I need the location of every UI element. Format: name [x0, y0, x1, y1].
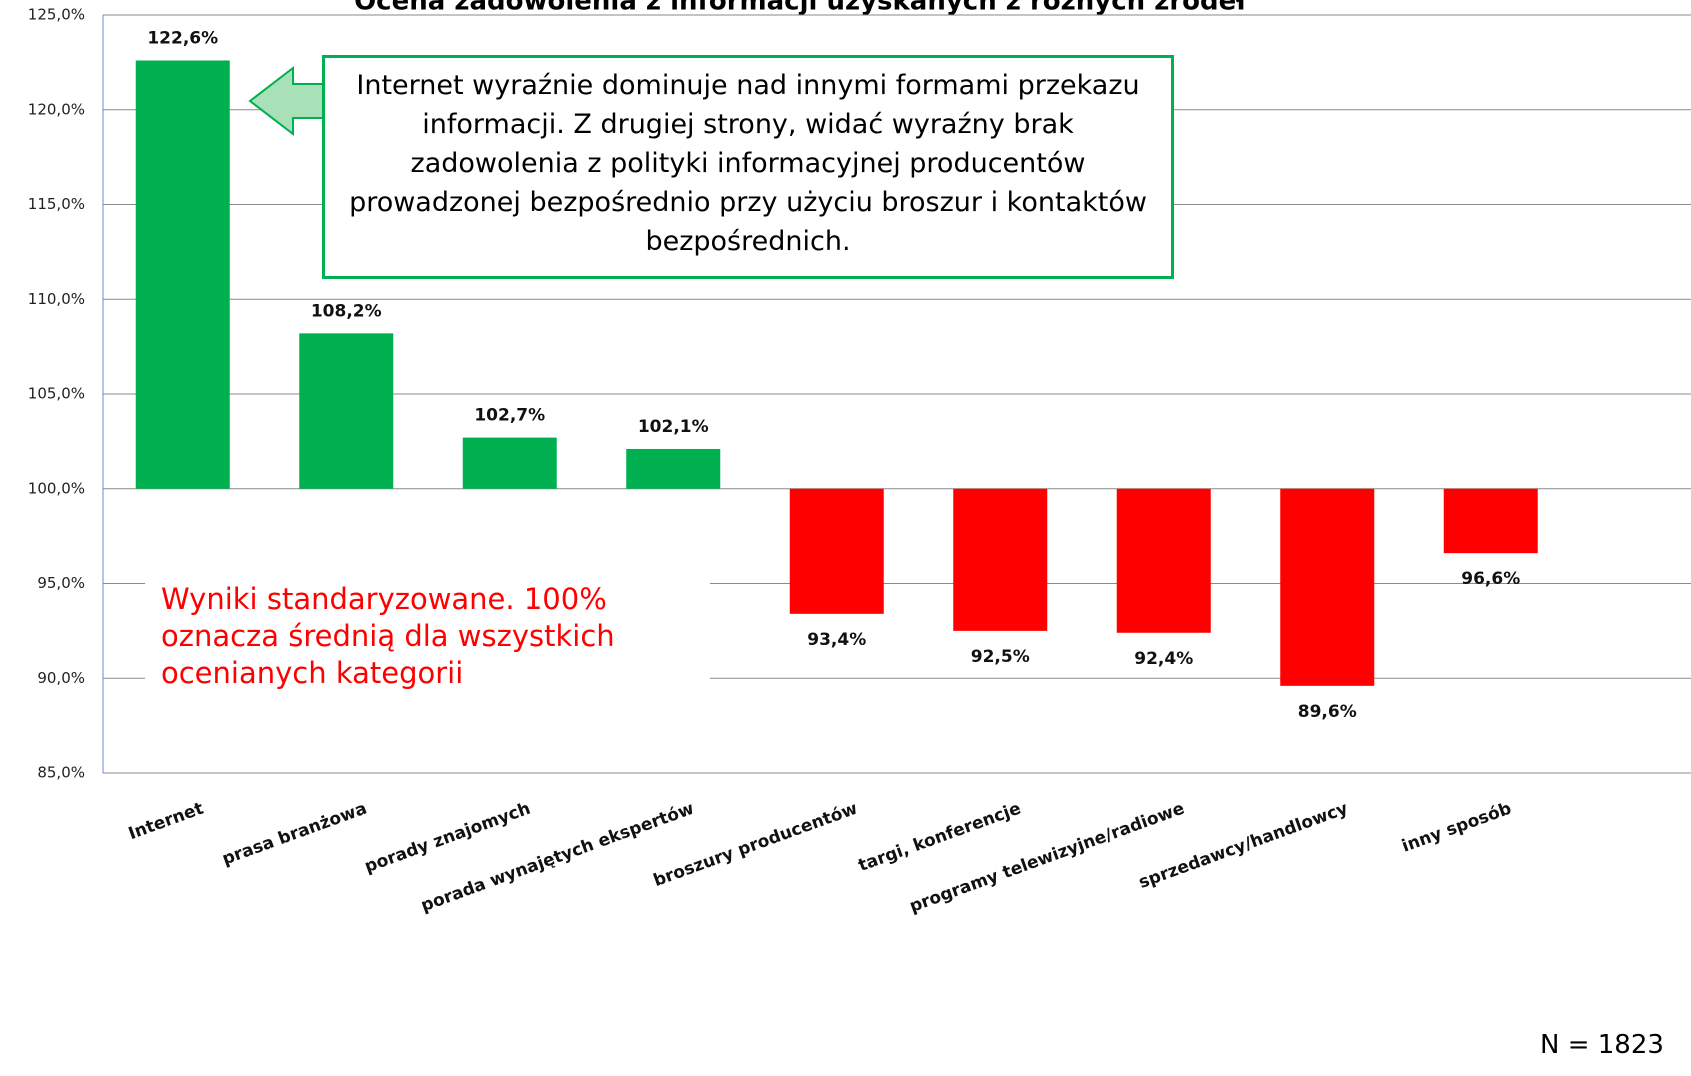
- bar: [1443, 488, 1538, 554]
- value-label: 89,6%: [1298, 702, 1357, 722]
- bar: [1280, 488, 1375, 686]
- y-tick-label: 125,0%: [28, 6, 85, 24]
- y-tick-label: 95,0%: [37, 574, 85, 592]
- x-tick-label: inny sposób: [1399, 799, 1514, 857]
- value-label: 93,4%: [807, 630, 866, 650]
- sample-size: N = 1823: [1540, 1030, 1664, 1060]
- x-tick-label: programy telewizyjne/radiowe: [907, 799, 1187, 917]
- value-label: 102,1%: [638, 417, 709, 437]
- value-label: 92,4%: [1134, 649, 1193, 669]
- annotation-box: Internet wyraźnie dominuje nad innymi fo…: [322, 55, 1174, 279]
- bar: [953, 488, 1048, 631]
- y-tick-label: 120,0%: [28, 100, 85, 118]
- x-tick-label: prasa branżowa: [220, 799, 370, 870]
- value-label: 92,5%: [971, 647, 1030, 667]
- bar: [626, 448, 721, 489]
- bar: [135, 60, 230, 489]
- bar: [462, 437, 557, 489]
- bar: [299, 333, 394, 489]
- y-tick-label: 100,0%: [28, 479, 85, 497]
- value-label: 102,7%: [474, 406, 545, 426]
- annotation-note: Wyniki standaryzowane. 100% oznacza śred…: [145, 577, 710, 696]
- value-label: 108,2%: [311, 301, 382, 321]
- y-tick-label: 85,0%: [37, 764, 85, 782]
- chart-title: Ocena zadowolenia z informacji uzyskanyc…: [354, 0, 1247, 17]
- bar: [789, 488, 884, 614]
- y-tick-label: 105,0%: [28, 385, 85, 403]
- y-tick-label: 110,0%: [28, 290, 85, 308]
- y-tick-label: 90,0%: [37, 669, 85, 687]
- arrow: [248, 65, 326, 137]
- bar: [1116, 488, 1211, 633]
- x-tick-label: Internet: [126, 799, 206, 845]
- y-tick-label: 115,0%: [28, 195, 85, 213]
- x-tick-label: porada wynajętych ekspertów: [418, 799, 697, 917]
- value-label: 122,6%: [147, 28, 218, 48]
- value-label: 96,6%: [1461, 569, 1520, 589]
